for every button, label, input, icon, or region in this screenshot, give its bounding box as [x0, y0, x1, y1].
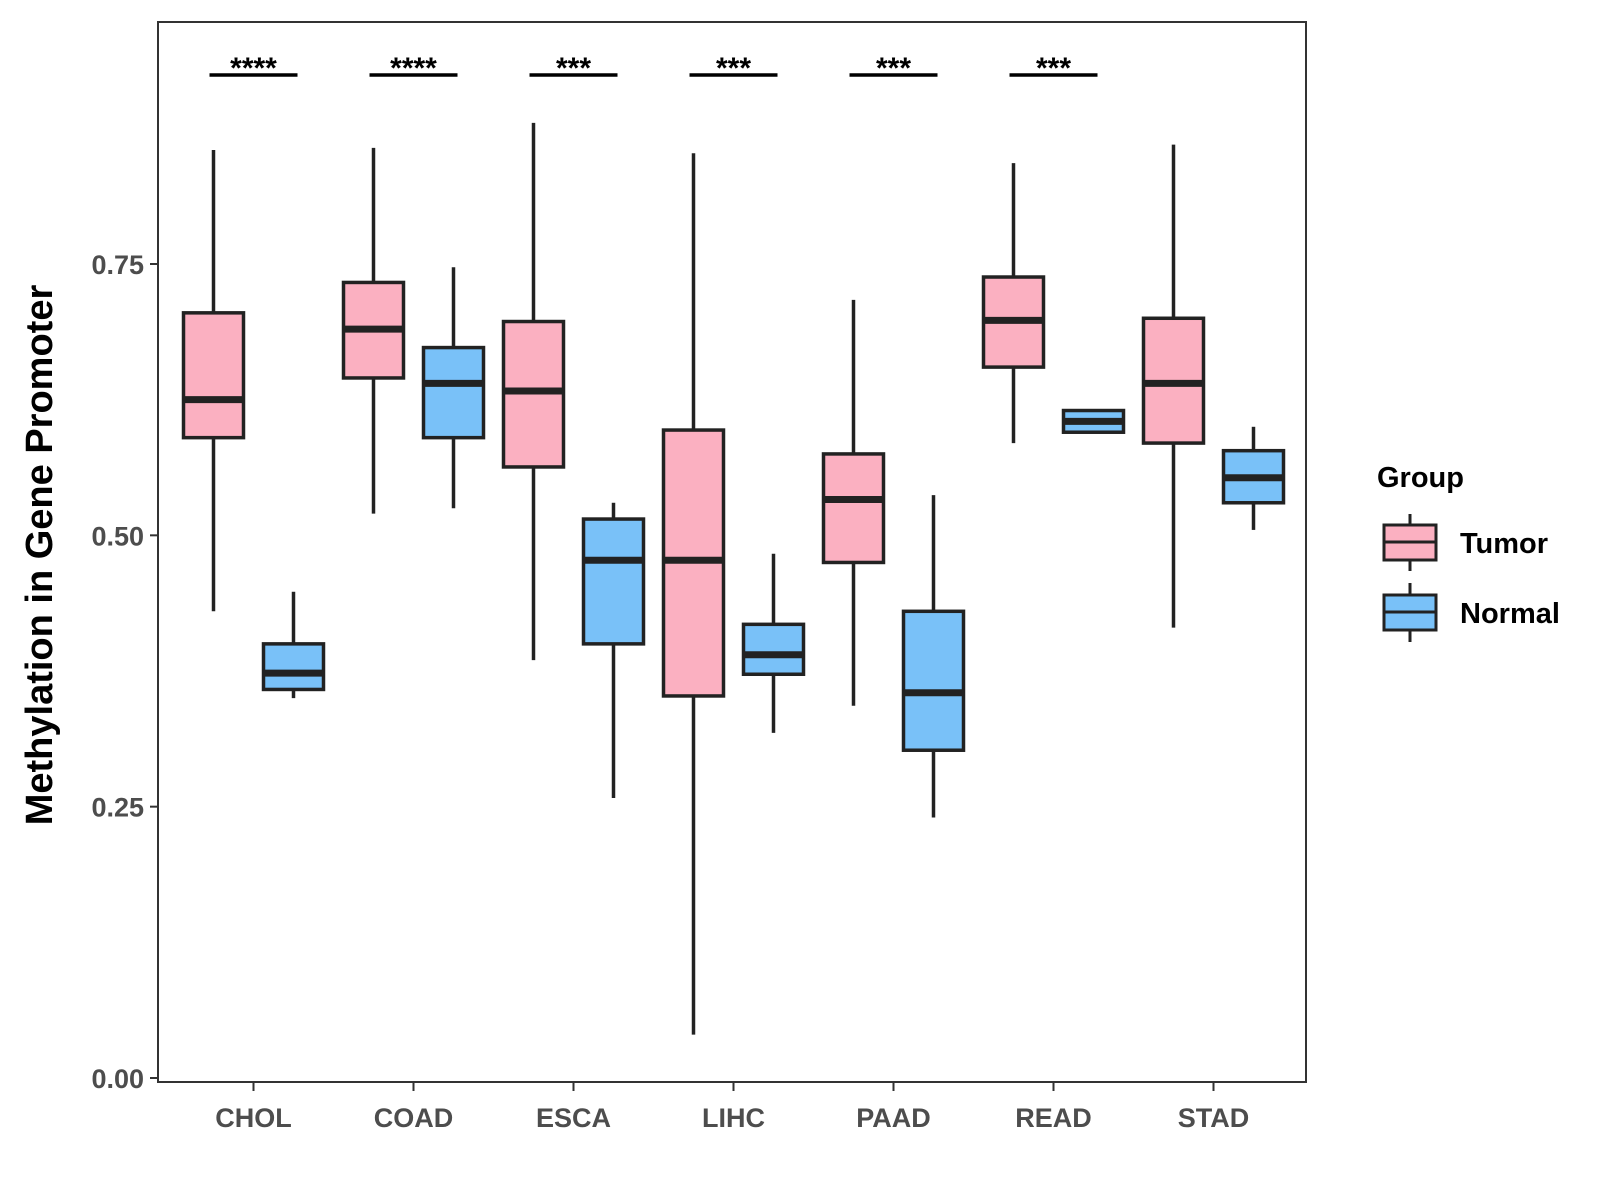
legend-label-normal: Normal	[1460, 598, 1560, 630]
legend-label-tumor: Tumor	[1460, 528, 1548, 560]
box-normal-stad	[1221, 426, 1286, 530]
x-tick-label-paad: PAAD	[856, 1103, 931, 1133]
box-body	[581, 517, 646, 646]
significance-label: ****	[230, 52, 277, 85]
legend-key-tumor	[1382, 514, 1438, 571]
significance-label: ***	[716, 52, 751, 85]
box-body	[421, 345, 486, 440]
y-tick-label: 0.25	[91, 793, 144, 823]
x-tick-label-coad: COAD	[374, 1103, 454, 1133]
significance-label: ****	[390, 52, 437, 85]
box-tumor-esca	[501, 122, 566, 661]
box-body	[901, 609, 966, 752]
box-tumor-lihc	[661, 153, 726, 1035]
box-tumor-coad	[341, 147, 406, 514]
plot-border	[157, 21, 1307, 1083]
x-tick-label-read: READ	[1015, 1103, 1092, 1133]
legend-title: Group	[1377, 462, 1464, 494]
legend: Group Tumor Normal	[1377, 462, 1560, 642]
box-normal-paad	[901, 495, 966, 818]
y-tick-label: 0.75	[91, 250, 144, 280]
x-tick-label-lihc: LIHC	[702, 1103, 765, 1133]
x-tick-label-chol: CHOL	[215, 1103, 292, 1133]
box-normal-coad	[421, 267, 486, 509]
y-tick-label: 0.00	[91, 1064, 144, 1094]
box-body	[821, 452, 886, 565]
significance-label: ***	[1036, 52, 1071, 85]
box-normal-chol	[261, 591, 326, 699]
x-axis: CHOL COAD ESCA LIHC PAAD READ STAD	[215, 1082, 1249, 1133]
box-body	[741, 622, 806, 677]
box-normal-read	[1061, 408, 1126, 434]
y-axis: 0.00 0.25 0.50 0.75	[91, 250, 158, 1094]
y-tick-label: 0.50	[91, 521, 144, 551]
box-tumor-paad	[821, 299, 886, 706]
significance-label: ***	[556, 52, 591, 85]
box-body	[181, 311, 246, 440]
box-body	[261, 642, 326, 692]
plot-area: **** **** *** *** *** ***	[181, 52, 1286, 1035]
x-tick-label-stad: STAD	[1178, 1103, 1250, 1133]
y-axis-title: Methylation in Gene Promoter	[19, 285, 61, 826]
significance-label: ***	[876, 52, 911, 85]
box-tumor-read	[981, 163, 1046, 444]
box-tumor-chol	[181, 150, 246, 612]
x-tick-label-esca: ESCA	[536, 1103, 611, 1133]
box-normal-lihc	[741, 553, 806, 733]
box-normal-esca	[581, 502, 646, 798]
legend-key-normal	[1382, 583, 1438, 642]
box-tumor-stad	[1141, 144, 1206, 628]
